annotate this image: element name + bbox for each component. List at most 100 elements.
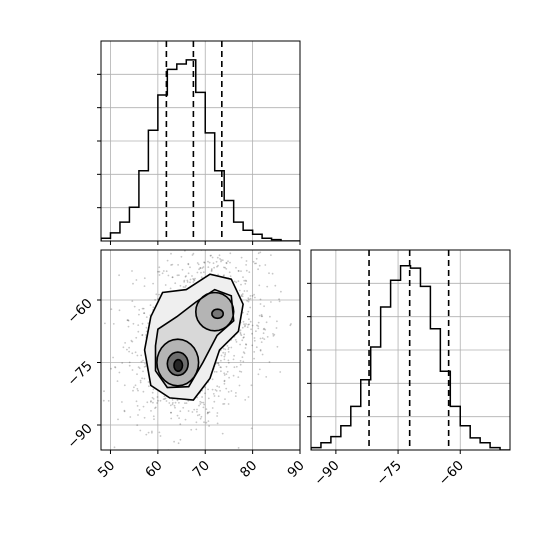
scatter-point [255,257,258,260]
scatter-point [153,418,155,421]
scatter-point [203,261,206,264]
scatter-point [224,398,226,400]
scatter-point [140,360,143,363]
scatter-point [235,341,238,343]
scatter-point [170,411,173,414]
scatter-point [196,271,199,274]
scatter-point [247,297,250,300]
scatter-point [272,335,275,337]
scatter-point [141,460,143,462]
scatter-point [207,420,210,422]
scatter-point [259,337,262,340]
scatter-point [145,316,148,318]
density-frame [100,249,301,451]
scatter-point [261,315,264,318]
scatter-point [166,259,169,262]
scatter-point [257,373,260,376]
scatter-point [255,262,257,265]
scatter-point [226,345,229,347]
scatter-point [151,391,154,394]
scatter-point [213,266,216,269]
scatter-point [139,429,142,432]
scatter-point [263,305,265,308]
scatter-point [238,370,241,373]
scatter-point [227,403,230,405]
scatter-point [259,349,262,351]
histogram-panel-param-2: −90 −75 −60 [307,249,511,489]
scatter-point [247,323,250,326]
scatter-point [241,326,244,329]
scatter-point [136,373,138,376]
scatter-point [211,256,214,259]
scatter-point [134,351,137,354]
scatter-point [253,357,256,360]
scatter-point [220,370,222,373]
scatter-point [176,274,179,277]
scatter-point [150,410,152,412]
scatter-point [233,366,236,369]
scatter-point [242,276,244,278]
scatter-point [138,409,141,411]
scatter-point [243,352,246,355]
scatter-point [225,268,228,270]
scatter-point [151,430,153,433]
scatter-point [218,386,221,388]
scatter-point [207,397,210,400]
scatter-point [262,328,265,331]
scatter-point [170,264,173,266]
contour-fill-inner-b [211,309,224,319]
scatter-point [121,401,123,403]
scatter-point [215,362,218,365]
scatter-point [159,435,162,437]
scatter-point [143,416,146,419]
scatter-point [248,298,250,301]
scatter-point [202,401,205,404]
scatter-point [237,376,240,378]
scatter-point [259,251,262,254]
scatter-point [184,418,187,421]
scatter-point [247,300,250,303]
scatter-point [180,255,183,258]
scatter-point [227,346,230,349]
contour-line-outer [143,273,244,401]
scatter-point [216,415,219,417]
scatter-point [220,260,222,263]
scatter-point [227,359,230,362]
scatter-point [196,396,199,399]
scatter-point [260,313,263,316]
scatter-point [269,315,271,318]
scatter-point [200,401,203,404]
scatter-point [173,229,175,231]
histogram-panel-param-1 [97,40,301,245]
scatter-point [239,329,242,332]
scatter-point [222,275,225,277]
scatter-point [132,282,134,285]
density-x-tick-label-4: 90 [284,458,307,481]
scatter-point [219,389,222,392]
scatter-point [203,403,206,406]
scatter-point [135,336,138,339]
scatter-point [251,295,254,297]
scatter-point [220,259,223,261]
scatter-point [191,275,193,277]
scatter-point [184,275,187,278]
scatter-point [152,388,155,391]
scatter-point [214,389,217,391]
scatter-point [252,260,255,263]
scatter-point [221,259,224,262]
scatter-point [227,361,230,364]
scatter-point [142,307,145,310]
scatter-point [243,333,246,336]
scatter-point [123,409,126,412]
scatter-point [156,396,159,398]
density-y-tick-label-1: −75 [64,358,95,389]
scatter-point [187,410,190,412]
scatter-point [179,410,182,413]
density-x-tick-label-0: 50 [95,458,118,481]
scatter-point [137,389,139,392]
scatter-point [251,344,254,347]
scatter-point [114,366,116,368]
scatter-point [157,399,159,402]
scatter-point [154,406,157,409]
scatter-point [239,363,242,366]
